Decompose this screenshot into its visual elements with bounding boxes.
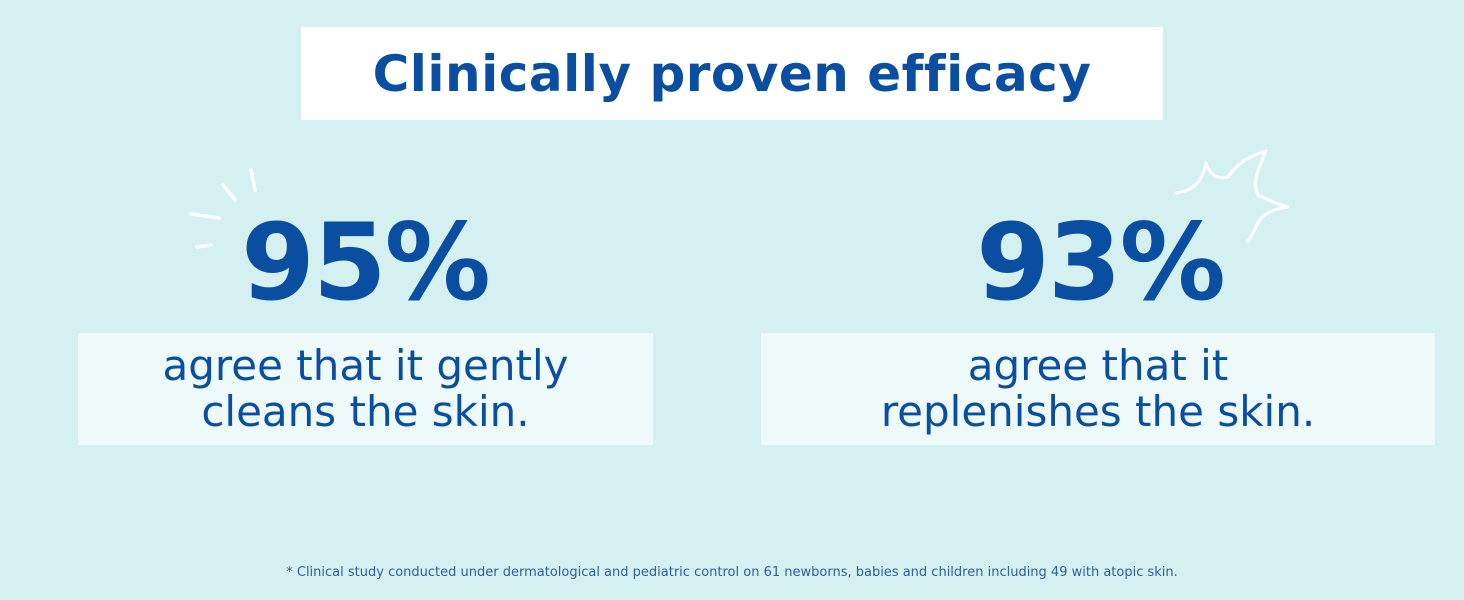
- title-banner: Clinically proven efficacy: [301, 27, 1163, 120]
- page-title: Clinically proven efficacy: [372, 44, 1092, 103]
- study-footnote: * Clinical study conducted under dermato…: [286, 565, 1178, 580]
- stat-value-gentle-clean: 95%: [241, 201, 491, 324]
- sparkle-burst-icon: [1174, 149, 1290, 243]
- stat-description-gentle-clean: agree that it gently cleans the skin.: [162, 343, 568, 435]
- stat-description-box-replenish: agree that it replenishes the skin.: [761, 333, 1435, 445]
- stat-description-box-gentle-clean: agree that it gently cleans the skin.: [78, 333, 653, 445]
- sparkle-left-icon: [189, 168, 257, 249]
- stat-description-line2: cleans the skin.: [201, 387, 530, 436]
- stat-description-replenish: agree that it replenishes the skin.: [881, 343, 1315, 435]
- stat-value-replenish: 93%: [976, 201, 1226, 324]
- stat-description-line1: agree that it gently: [162, 341, 569, 390]
- stat-description-line1: agree that it: [967, 341, 1229, 390]
- stat-description-line2: replenishes the skin.: [880, 387, 1316, 436]
